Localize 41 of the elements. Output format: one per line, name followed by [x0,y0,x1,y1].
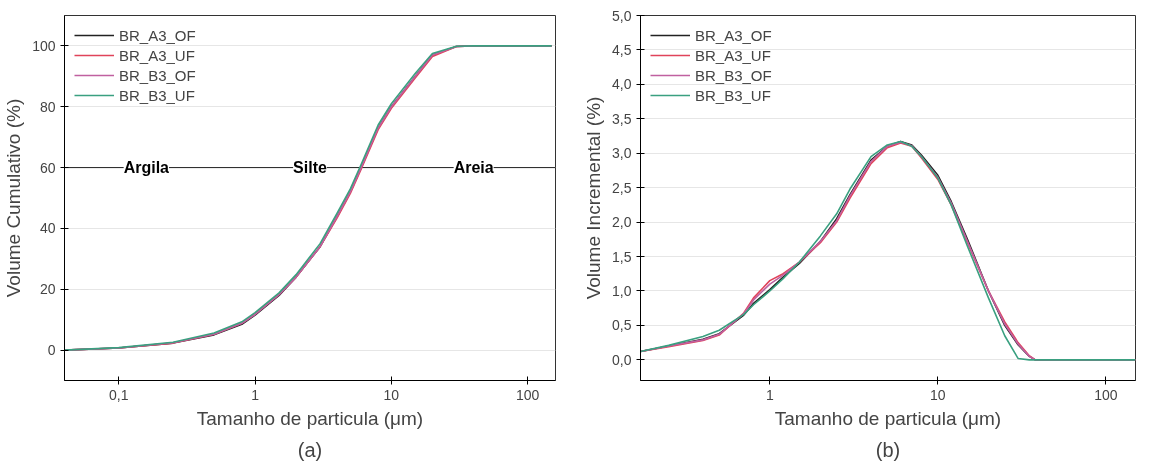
y-tick-label: 4,0 [612,76,632,93]
y-tick-label: 1,0 [612,282,632,299]
x-tick-label: 100 [1094,386,1118,403]
legend-label: BR_A3_OF [119,26,196,44]
x-tick-label: 1 [765,386,774,403]
y-tick-label: 40 [39,220,56,237]
x-tick-label: 10 [930,386,946,403]
text: (a) [297,438,323,461]
annotation: Argila [123,159,170,177]
legend-label: BR_B3_UF [119,86,195,104]
y-tick-label: 0,0 [612,351,632,368]
y-tick-label: 1,5 [612,248,632,265]
legend-label: BR_B3_UF [695,86,771,104]
y-tick-label: 4,5 [612,41,632,58]
y-tick-label: 20 [39,281,56,298]
y-tick-label: 0,5 [612,317,632,334]
y-tick-label: 2,0 [612,214,632,231]
y-tick-label: 3,5 [612,110,632,127]
y-tick-label: 60 [39,159,56,176]
y-axis-title: Volume Cumulativo (%) [3,98,25,298]
x-tick-label: 0,1 [109,386,129,403]
legend-label: BR_A3_UF [695,46,771,64]
y-tick-label: 3,0 [612,145,632,162]
x-axis-title: Tamanho de particula (μm) [196,407,424,429]
x-axis-title: Tamanho de particula (μm) [774,407,1002,429]
annotation: Silte [293,159,327,177]
legend-label: BR_A3_OF [695,26,772,44]
legend-label: BR_B3_OF [119,66,196,84]
x-tick-label: 1 [251,386,260,403]
y-axis-title: Volume Incremental (%) [583,96,605,300]
y-tick-label: 5,0 [612,7,632,24]
x-tick-label: 10 [383,386,400,403]
legend-label: BR_B3_OF [695,66,772,84]
y-tick-label: 0 [47,342,56,359]
y-tick-label: 2,5 [612,179,632,196]
y-tick-label: 80 [39,98,56,115]
x-tick-label: 100 [516,386,540,403]
y-tick-label: 100 [32,37,56,54]
annotation: Areia [453,159,494,177]
legend-label: BR_A3_UF [119,46,195,64]
text: (b) [875,438,901,461]
